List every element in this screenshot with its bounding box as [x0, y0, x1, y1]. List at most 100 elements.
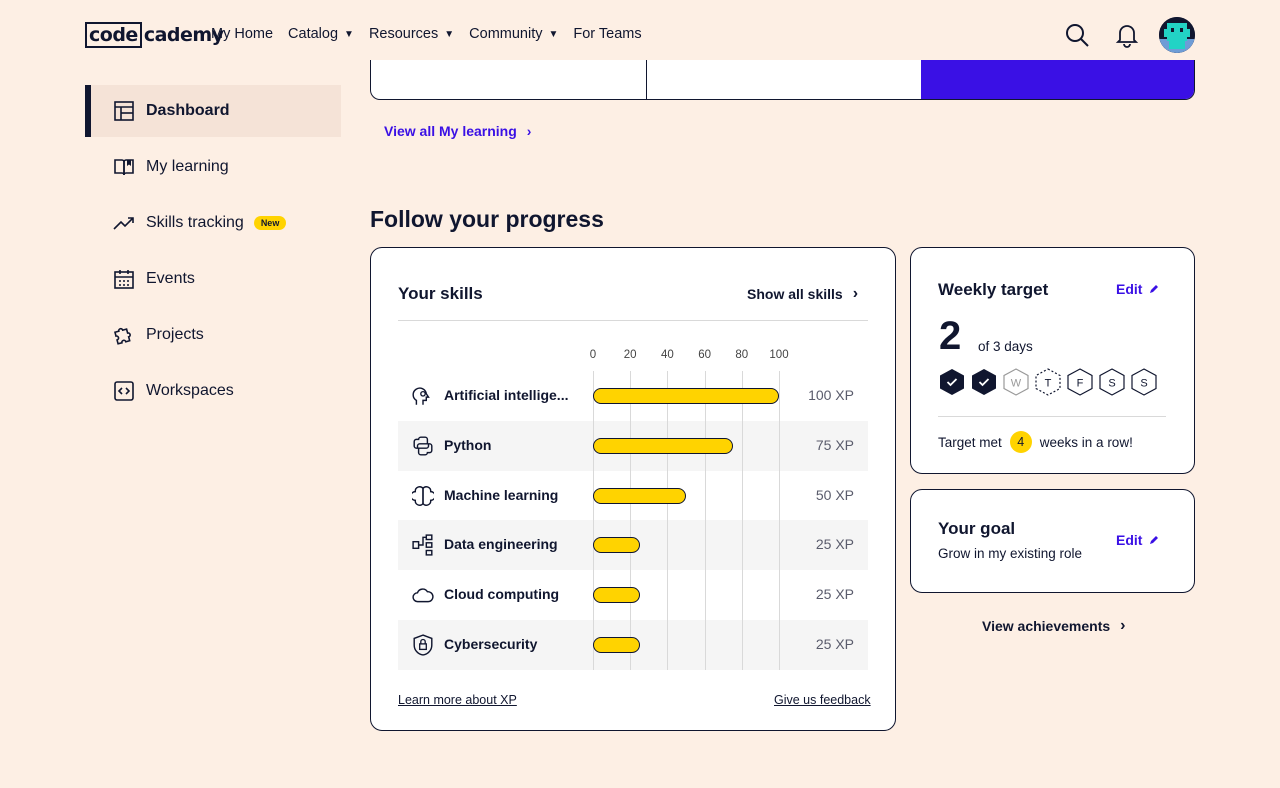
streak-suffix: weeks in a row!	[1039, 434, 1133, 450]
learn-more-xp-link[interactable]: Learn more about XP	[398, 693, 517, 707]
day-hexagon: F	[1067, 368, 1093, 396]
chevron-right-icon: ›	[526, 123, 532, 139]
code-icon	[113, 380, 135, 402]
divider	[398, 320, 868, 321]
sidebar-item-skills-tracking[interactable]: Skills tracking New	[85, 197, 341, 249]
day-hexagon: S	[1099, 368, 1125, 396]
day-letter: S	[1140, 378, 1147, 390]
skill-name[interactable]: Python	[444, 436, 492, 453]
day-letter: F	[1077, 378, 1084, 390]
dashboard-icon	[113, 100, 135, 122]
skill-name[interactable]: Cybersecurity	[444, 635, 538, 652]
sidebar-item-my-learning[interactable]: My learning	[85, 141, 341, 193]
section-title: Follow your progress	[370, 206, 604, 232]
sidebar-item-dashboard[interactable]: Dashboard	[85, 85, 341, 137]
caret-down-icon: ▼	[344, 28, 354, 40]
avatar[interactable]	[1159, 17, 1195, 53]
skill-name[interactable]: Artificial intellige...	[444, 386, 569, 403]
skill-xp-value: 25 XP	[815, 635, 854, 652]
x-tick-label: 20	[623, 349, 637, 361]
skill-bar	[593, 636, 640, 653]
sidebar-item-projects[interactable]: Projects	[85, 309, 341, 361]
skill-name[interactable]: Data engineering	[444, 536, 558, 553]
link-label: View all My learning	[384, 123, 517, 139]
weekly-of-days: of 3 days	[978, 339, 1033, 354]
streak-count-badge: 4	[1009, 431, 1032, 453]
continue-card-edge[interactable]	[921, 60, 1194, 99]
skill-name[interactable]: Cloud computing	[444, 586, 560, 603]
search-icon[interactable]	[1064, 22, 1090, 48]
book-icon	[113, 156, 135, 178]
skill-bar	[593, 437, 733, 454]
codecademy-logo[interactable]: code cademy	[85, 22, 224, 48]
nav-label: Community	[469, 26, 543, 42]
lock-shield-icon	[412, 634, 434, 661]
gridline	[630, 371, 632, 670]
sidebar-item-events[interactable]: Events	[85, 253, 341, 305]
gridline	[741, 371, 743, 670]
day-letter: T	[1045, 378, 1052, 390]
sidebar-item-label: My learning	[146, 158, 229, 175]
x-tick-label: 0	[589, 349, 597, 361]
show-all-skills-link[interactable]: Show all skills ›	[747, 285, 858, 303]
skill-xp-value: 25 XP	[815, 536, 854, 553]
x-tick-label: 80	[735, 349, 749, 361]
streak-prefix: Target met	[938, 434, 1002, 450]
x-tick-label: 60	[698, 349, 711, 361]
new-badge: New	[253, 216, 287, 230]
data-flow-icon	[412, 534, 434, 561]
x-tick-label: 40	[660, 349, 674, 361]
nav-resources[interactable]: Resources ▼	[369, 26, 454, 42]
sidebar-item-workspaces[interactable]: Workspaces	[85, 365, 341, 417]
skills-title: Your skills	[398, 284, 483, 303]
skill-xp-value: 75 XP	[815, 436, 854, 453]
skill-xp-value: 100 XP	[808, 386, 854, 403]
divider	[938, 416, 1166, 417]
gridline	[779, 371, 780, 670]
skill-name[interactable]: Machine learning	[444, 486, 559, 503]
sidebar-item-label: Dashboard	[146, 102, 230, 119]
chevron-right-icon: ›	[852, 285, 859, 302]
logo-text: cademy	[143, 24, 224, 46]
nav-for-teams[interactable]: For Teams	[573, 26, 641, 42]
nav-community[interactable]: Community ▼	[469, 26, 558, 42]
day-hexagon: T	[1035, 368, 1061, 396]
sidebar-item-label: Skills tracking	[146, 214, 244, 231]
sidebar-item-label: Events	[146, 270, 195, 287]
pencil-icon	[1150, 285, 1159, 293]
skill-xp-value: 25 XP	[815, 586, 854, 603]
main-nav: My Home Catalog ▼ Resources ▼ Community ▼ F…	[211, 26, 657, 42]
edit-label: Edit	[1116, 281, 1143, 297]
edit-weekly-target-button[interactable]: Edit	[1116, 281, 1160, 297]
learning-cards-strip	[370, 60, 1195, 100]
nav-label: My Home	[211, 26, 274, 42]
caret-down-icon: ▼	[444, 28, 455, 40]
skill-bar	[593, 487, 686, 504]
sidebar-item-label: Workspaces	[146, 382, 234, 399]
ai-head-icon	[412, 385, 434, 412]
nav-catalog[interactable]: Catalog ▼	[288, 26, 354, 42]
chevron-right-icon: ›	[1120, 617, 1126, 634]
gridline	[593, 371, 594, 670]
skill-xp-value: 50 XP	[815, 486, 854, 503]
link-label: Show all skills	[747, 286, 843, 302]
give-feedback-link[interactable]: Give us feedback	[774, 693, 871, 707]
bell-icon[interactable]	[1114, 22, 1140, 48]
nav-label: For Teams	[573, 26, 642, 42]
link-label: View achievements	[982, 618, 1111, 634]
edit-goal-button[interactable]: Edit	[1116, 532, 1160, 548]
view-all-my-learning-link[interactable]: View all My learning ›	[384, 123, 531, 139]
skill-bar	[593, 587, 640, 604]
view-achievements-link[interactable]: View achievements ›	[982, 617, 1125, 635]
day-completed-icon	[939, 368, 965, 396]
nav-label: Catalog	[288, 26, 339, 42]
caret-down-icon: ▼	[548, 28, 559, 40]
cloud-icon	[412, 584, 434, 611]
nav-my-home[interactable]: My Home	[211, 26, 273, 42]
day-letter: S	[1108, 378, 1115, 390]
weekly-count: 2	[939, 314, 962, 358]
skill-bar	[593, 537, 640, 554]
puzzle-icon	[113, 324, 135, 346]
card-divider	[646, 60, 647, 99]
